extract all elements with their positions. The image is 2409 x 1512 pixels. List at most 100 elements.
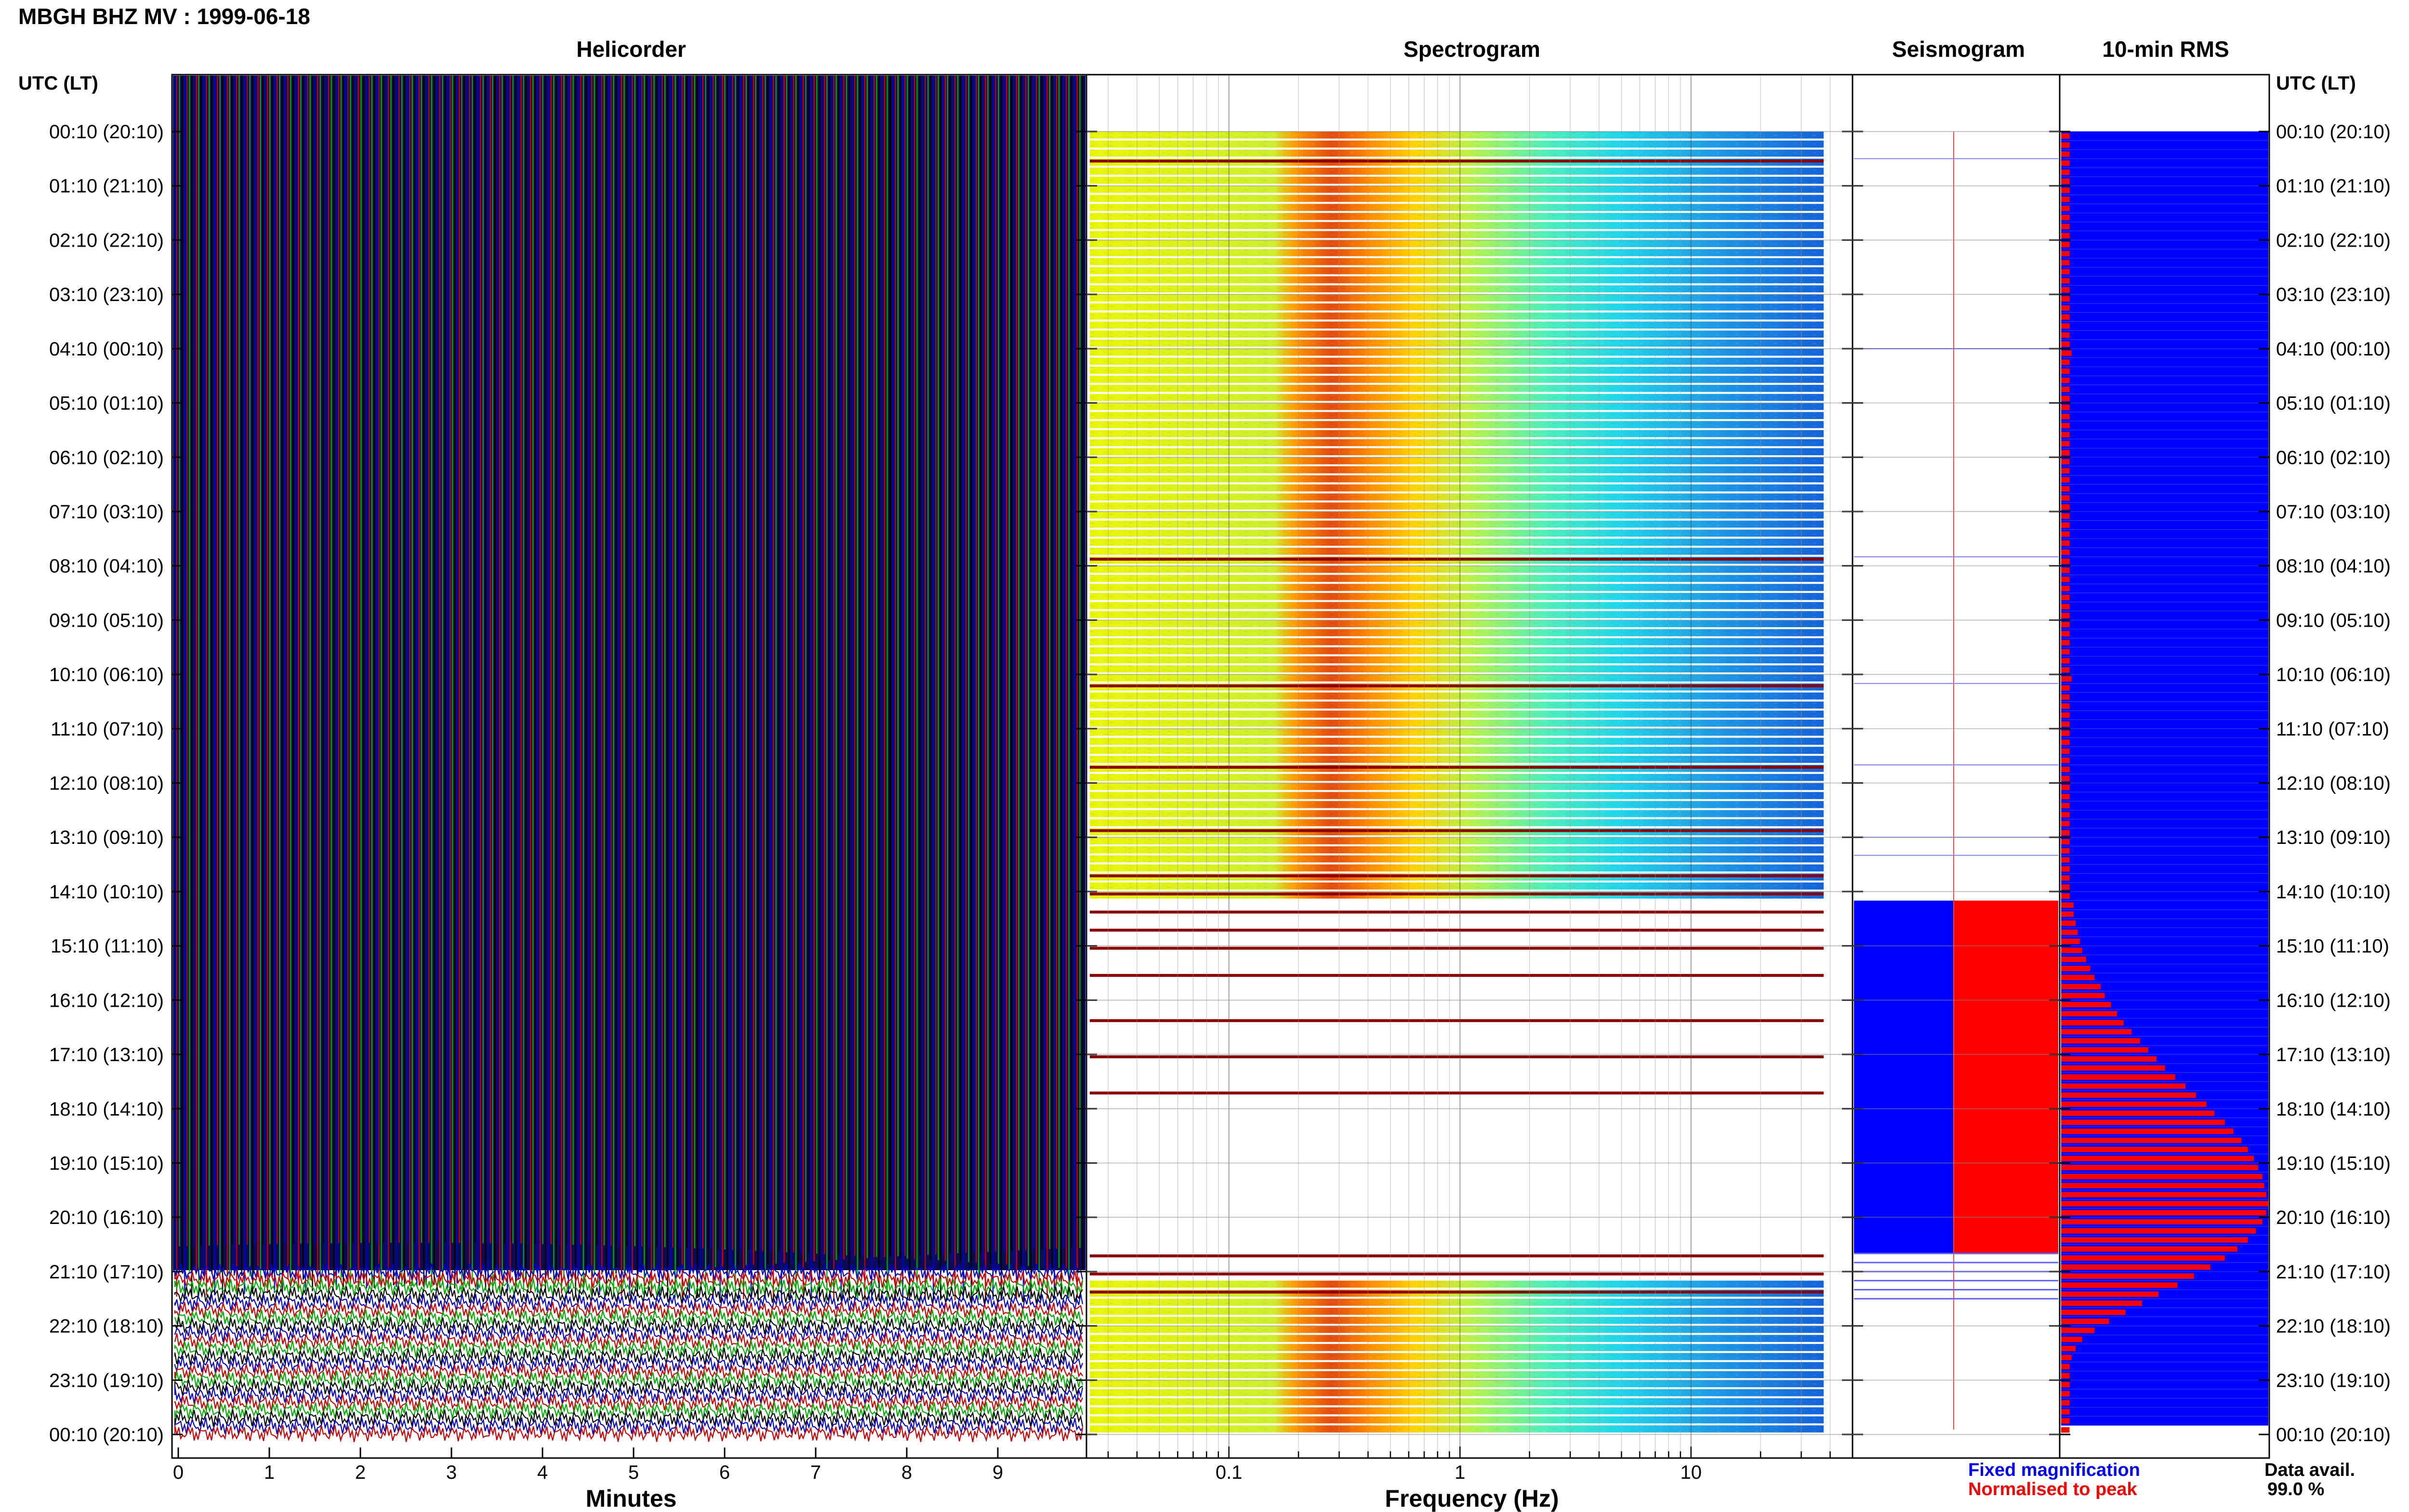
rms-bar [2061, 414, 2070, 420]
spectrogram-texture [1090, 638, 1824, 645]
spectrogram-event-line [1090, 765, 1824, 769]
spectrogram-texture [1090, 149, 1824, 157]
time-label-left: 12:10 (08:10) [49, 773, 164, 794]
helicorder-trace [174, 1378, 1083, 1396]
rms-bar [2061, 1328, 2094, 1333]
rms-bar [2061, 359, 2070, 365]
time-label-left: 04:10 (00:10) [49, 339, 164, 360]
spectrogram-texture [1090, 330, 1824, 338]
helicorder-trace [174, 1424, 1084, 1443]
rms-bar [2061, 1382, 2070, 1388]
rms-bar [2061, 1273, 2194, 1279]
spectrogram-texture [1090, 1316, 1824, 1324]
spectrogram-texture [1090, 285, 1824, 292]
spectrogram-texture [1090, 1389, 1824, 1396]
rms-bar [2061, 1418, 2070, 1424]
rms-bar [2061, 1291, 2159, 1297]
spectrogram-texture [1090, 475, 1824, 483]
time-label-left: 09:10 (05:10) [49, 610, 164, 631]
spectrogram-texture [1090, 140, 1824, 148]
spectrogram-texture [1090, 584, 1824, 591]
spectrogram-texture [1090, 665, 1824, 672]
rms-panel [2061, 131, 2268, 1433]
rms-fixed-background [2061, 131, 2268, 1426]
time-label-left: 16:10 (12:10) [49, 990, 164, 1011]
x-tick-label: 1 [1455, 1462, 1465, 1483]
spectrogram-texture [1090, 728, 1824, 736]
rms-bar [2061, 1192, 2266, 1197]
helicorder-trace [174, 1324, 1083, 1342]
rms-bar [2061, 1074, 2175, 1080]
time-label-left: 01:10 (21:10) [49, 176, 164, 197]
legend-normalised: Normalised to peak [1968, 1479, 2137, 1499]
time-label-left: 19:10 (15:10) [49, 1153, 164, 1174]
spectrogram-texture [1090, 213, 1824, 220]
spectrogram-texture [1090, 520, 1824, 528]
spectrogram-texture [1090, 674, 1824, 682]
spectrogram-texture [1090, 1280, 1824, 1288]
helicorder-panel [173, 76, 1085, 1443]
time-label-right: 20:10 (16:10) [2276, 1207, 2391, 1228]
rms-bar [2061, 450, 2070, 456]
helicorder-title: Helicorder [576, 37, 686, 62]
rms-bar [2061, 1047, 2148, 1053]
rms-bar [2061, 993, 2105, 999]
time-label-right: 09:10 (05:10) [2276, 610, 2391, 631]
rms-bar [2061, 649, 2070, 655]
rms-bar [2061, 577, 2070, 582]
rms-bar [2061, 929, 2078, 935]
helicorder-trace [174, 1332, 1084, 1350]
rms-bar [2061, 214, 2070, 221]
rms-bar [2061, 821, 2070, 827]
spectrogram-texture [1090, 620, 1824, 628]
time-label-left: 20:10 (16:10) [49, 1207, 164, 1228]
rms-bar [2061, 1137, 2242, 1144]
rms-bar [2061, 169, 2070, 175]
spectrogram-texture [1090, 249, 1824, 256]
spectrogram-title: Spectrogram [1403, 37, 1540, 62]
spectrogram-event-line [1090, 1091, 1824, 1095]
spectrogram-texture [1090, 774, 1824, 781]
rms-bar [2061, 1364, 2070, 1369]
rms-bar [2061, 604, 2070, 609]
rms-bar [2061, 1427, 2070, 1433]
rms-bar [2061, 947, 2082, 953]
rms-bar [2061, 1282, 2177, 1288]
spectrogram-event-line [1090, 1019, 1824, 1022]
time-label-right: 03:10 (23:10) [2276, 284, 2391, 305]
spectrogram-texture [1090, 240, 1824, 248]
rms-bar [2061, 1183, 2264, 1189]
x-tick-label: 3 [446, 1462, 457, 1483]
time-label-right: 16:10 (12:10) [2276, 990, 2391, 1011]
rms-bar [2061, 250, 2070, 257]
helicorder-trace [174, 1301, 1084, 1319]
spectrogram-texture [1090, 321, 1824, 329]
rms-bar [2061, 1246, 2237, 1252]
time-label-right: 10:10 (06:10) [2276, 664, 2391, 685]
time-label-right: 08:10 (04:10) [2276, 556, 2391, 577]
spectrogram-texture [1090, 783, 1824, 790]
time-label-right: 01:10 (21:10) [2276, 176, 2391, 197]
rms-bar [2061, 1264, 2210, 1270]
rms-bar [2061, 133, 2070, 139]
rms-bar [2061, 974, 2094, 981]
spectrogram-texture [1090, 611, 1824, 618]
rms-bar [2061, 1119, 2225, 1125]
rms-bar [2061, 902, 2074, 908]
rms-bar [2061, 1210, 2266, 1216]
rms-bar [2061, 432, 2070, 437]
rms-bar [2061, 142, 2070, 148]
rms-bar [2061, 739, 2070, 745]
time-label-right: 15:10 (11:10) [2276, 936, 2389, 957]
x-tick-label: 9 [993, 1462, 1003, 1483]
rms-bar [2061, 242, 2070, 248]
rms-bar [2061, 857, 2070, 863]
rms-bar [2061, 585, 2070, 592]
spectrogram-texture [1090, 810, 1824, 817]
time-label-left: 00:10 (20:10) [49, 1424, 164, 1446]
rms-bar [2061, 785, 2070, 790]
rms-bar [2061, 278, 2070, 284]
rms-bar [2061, 848, 2070, 854]
seismogram-fixed-block [1854, 900, 1954, 1254]
spectrogram-texture [1090, 195, 1824, 202]
